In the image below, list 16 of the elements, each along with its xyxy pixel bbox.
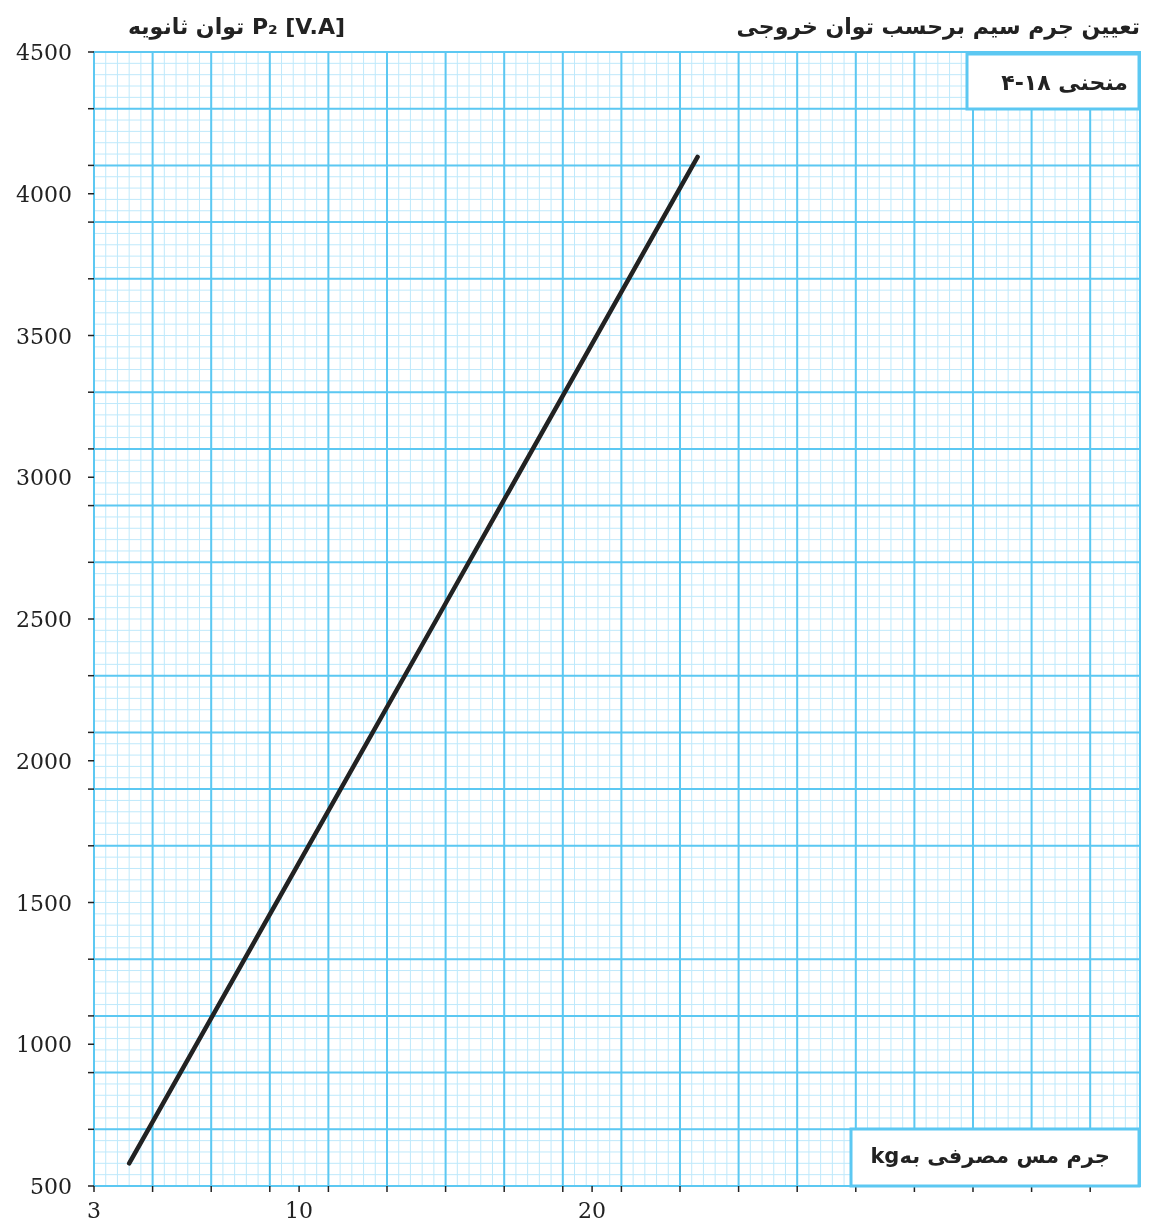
y-tick-label: 1000 <box>16 1032 72 1058</box>
y-axis-title: P₂ [V.A] توان ثانویه <box>128 14 345 40</box>
x-axis-title: جرم مس مصرفی بهkg <box>870 1144 1110 1168</box>
y-tick-label: 4000 <box>16 181 72 207</box>
y-tick-label: 500 <box>30 1174 72 1199</box>
y-tick-label: 1500 <box>16 890 72 916</box>
x-tick-label: 3 <box>87 1198 101 1223</box>
y-tick-label: 4500 <box>16 40 72 65</box>
x-tick-label: 20 <box>578 1198 607 1223</box>
y-tick-label: 3000 <box>16 465 72 491</box>
annotation: منحنی ۱۸-۴ <box>1001 70 1128 95</box>
chart-title: تعیین جرم سیم برحسب توان خروجی <box>736 14 1140 40</box>
y-tick-label: 2000 <box>16 748 72 774</box>
y-tick-label: 3500 <box>16 323 72 349</box>
x-tick-label: 10 <box>285 1198 314 1223</box>
y-tick-label: 2500 <box>16 607 72 632</box>
